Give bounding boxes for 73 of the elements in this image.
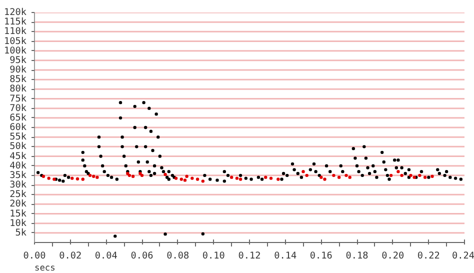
x-tick-label: 0.00 (23, 250, 46, 262)
x-tick-label: 0.02 (59, 250, 82, 262)
point (230, 176, 234, 179)
point (302, 170, 305, 174)
point (140, 174, 144, 178)
x-tick-label: 0.04 (94, 250, 118, 262)
point (269, 176, 273, 180)
point (96, 176, 99, 179)
point (190, 176, 194, 180)
y-tick-label: 5k (15, 227, 27, 238)
y-tick-label: 15k (10, 208, 27, 220)
x-tick-label: 0.10 (202, 250, 226, 262)
point (430, 174, 434, 178)
y-tick-label: 120k (4, 7, 27, 18)
x-tick-label: 0.08 (166, 250, 190, 262)
x-tick-label: 0.22 (417, 250, 440, 262)
x-tick-label: 0.24 (452, 250, 474, 262)
x-tick-label: 0.12 (238, 250, 261, 262)
x-tick-label: 0.16 (310, 250, 333, 262)
point (423, 176, 427, 179)
x-tick-label: 0.06 (130, 250, 154, 262)
y-tick-label: 70k (10, 102, 27, 114)
point (332, 174, 336, 178)
point (201, 180, 205, 183)
point (131, 174, 135, 178)
point (196, 178, 200, 181)
y-tick-label: 75k (10, 93, 27, 104)
y-tick-label: 100k (4, 45, 27, 56)
y-tick-label: 10k (10, 218, 27, 229)
x-axis-title: secs (34, 264, 56, 273)
point (348, 176, 352, 179)
y-tick-label: 50k (10, 141, 27, 152)
point (337, 176, 341, 179)
y-tick-label: 45k (10, 150, 27, 162)
y-tick-label: 95k (10, 54, 27, 66)
point (180, 178, 184, 181)
point (323, 178, 326, 181)
y-tick-label: 85k (10, 74, 27, 86)
y-tick-label: 80k (10, 84, 27, 95)
point (418, 174, 422, 178)
point (70, 176, 74, 180)
point (128, 174, 132, 178)
x-tick-label: 0.20 (382, 250, 404, 262)
point (47, 176, 50, 180)
point (235, 176, 239, 180)
point (92, 174, 96, 178)
y-tick-label: 25k (10, 189, 27, 200)
point (344, 174, 348, 178)
y-tick-label: 40k (10, 160, 27, 172)
point (185, 174, 188, 178)
y-tick-label: 110k (4, 26, 27, 38)
point (400, 174, 404, 178)
y-tick-label: 55k (10, 132, 27, 143)
y-tick-label: 105k (4, 36, 27, 47)
y-tick-label: 20k (10, 198, 27, 210)
point (264, 176, 268, 179)
point (81, 178, 84, 181)
y-tick-label: 30k (10, 180, 27, 190)
point (305, 174, 308, 178)
point (76, 177, 80, 180)
y-tick-label: 115k (4, 16, 27, 28)
point (389, 174, 393, 178)
y-tick-label: 65k (10, 112, 27, 124)
x-tick-label: 0.18 (346, 250, 369, 262)
point (396, 170, 400, 174)
x-tick-label: 0.14 (274, 250, 297, 262)
y-tick-label: 90k (10, 64, 27, 76)
point (164, 172, 167, 176)
y-tick-label: 35k (10, 170, 27, 181)
y-tick-label: 60k (10, 122, 27, 133)
point (238, 178, 242, 181)
point (276, 178, 280, 181)
point (183, 178, 187, 182)
